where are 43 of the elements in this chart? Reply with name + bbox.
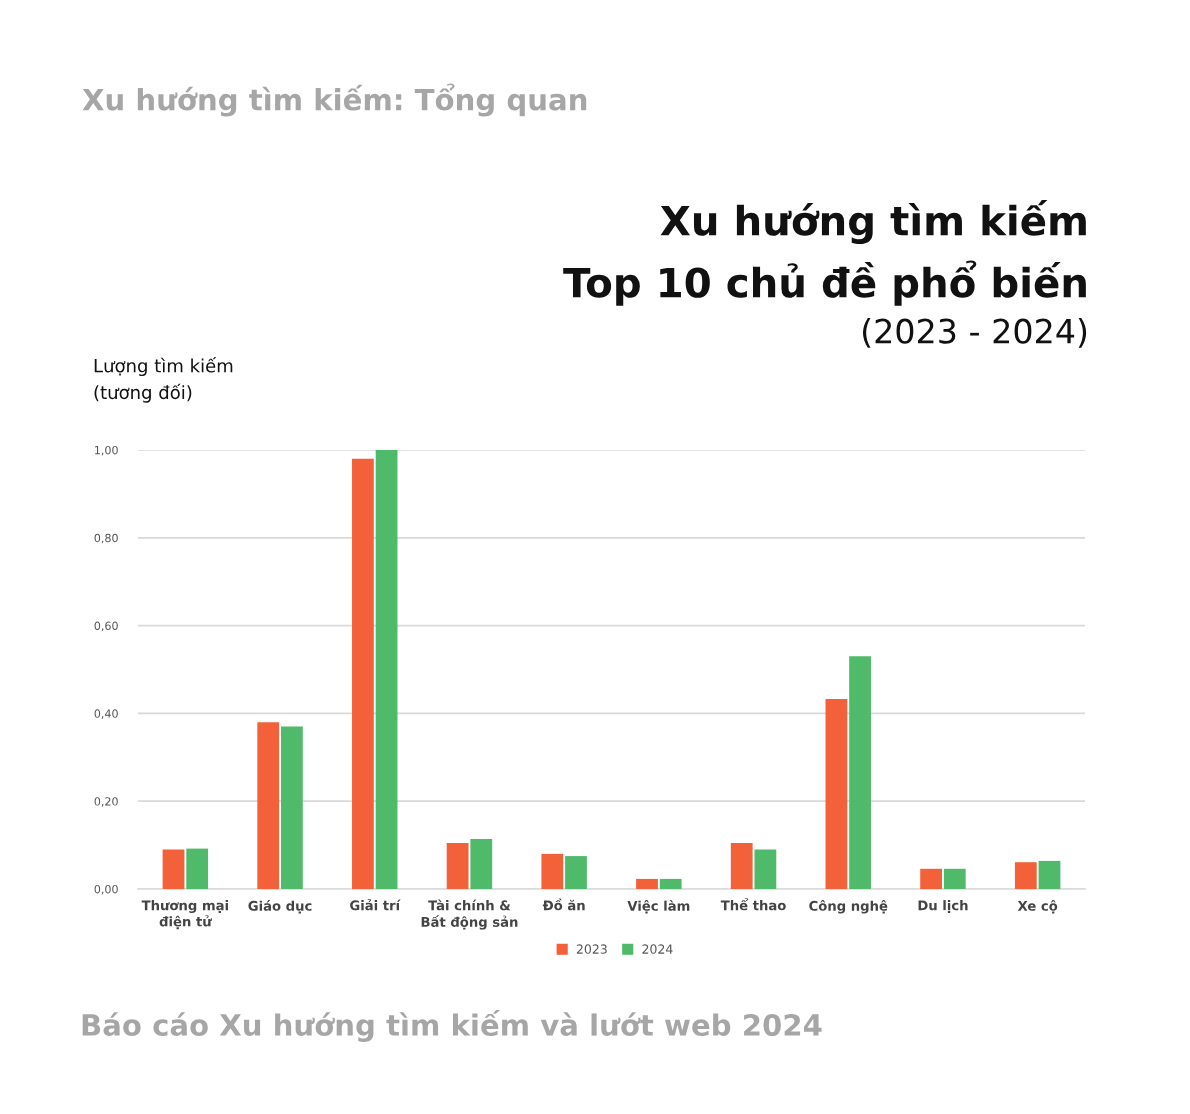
bar: [825, 698, 848, 889]
x-tick-label: Giáo dục: [248, 900, 312, 914]
x-tick-label: Du lịch: [918, 900, 968, 913]
chart-subtitle: (2023 - 2024): [862, 318, 1087, 348]
x-tick-label: Công nghệ: [809, 900, 888, 914]
bar: [470, 838, 493, 889]
bar: [754, 849, 777, 889]
bar: [920, 868, 942, 889]
bar: [1038, 860, 1061, 889]
y-tick-label: 0,00: [94, 884, 118, 895]
y-tick-label: 1,00: [95, 445, 118, 456]
bar: [659, 878, 682, 889]
text: Báo cáo Xu hướng tìm kiếm và lướt web 2024: [82, 1010, 822, 1042]
bar: [352, 458, 374, 889]
x-tick-label: Thể thao: [720, 898, 786, 911]
bar: [730, 842, 753, 889]
bar: [446, 842, 469, 889]
bar: [186, 848, 209, 889]
bar: [375, 450, 398, 889]
y-tick-label: 0,80: [94, 533, 118, 544]
y-axis-title: Lượng tìm kiếm (tương đối): [94, 357, 233, 403]
text: Xu hướng tìm kiếm: Tổng quan: [82, 83, 587, 117]
legend-label: 2024: [642, 944, 673, 954]
y-tick-label: 0,40: [94, 709, 118, 719]
x-tick-label: Thương mại điện tử: [141, 900, 228, 930]
bar: [1014, 862, 1037, 889]
x-tick-label: Xe cộ: [1017, 900, 1058, 914]
chart-title: Xu hướng tìm kiếm Top 10 chủ đề phổ biến: [563, 200, 1086, 306]
bar: [162, 849, 185, 889]
legend-label: 2023: [576, 944, 607, 954]
x-tick-label: Đồ ăn: [542, 898, 585, 911]
bar: [943, 868, 966, 889]
bar: [541, 853, 564, 889]
y-tick-label: 0,60: [94, 621, 118, 632]
bar: [636, 878, 658, 889]
bar: [257, 722, 280, 889]
x-tick-label: Tài chính & Bất động sản: [421, 899, 518, 930]
bar: [565, 856, 587, 889]
y-tick-label: 0,20: [94, 797, 118, 807]
x-tick-label: Việc làm: [627, 900, 690, 914]
bar: [849, 656, 871, 889]
x-tick-label: Giải trí: [350, 899, 401, 911]
bar: [281, 726, 303, 889]
